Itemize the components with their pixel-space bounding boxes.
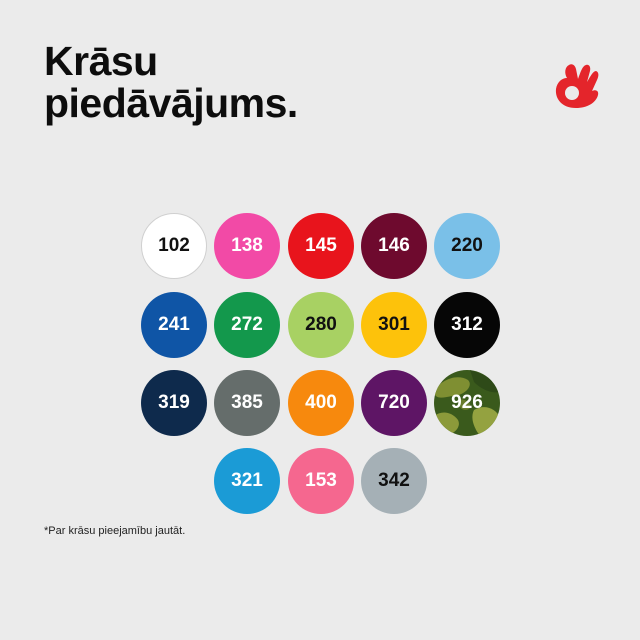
color-swatch-220: 220 bbox=[434, 213, 500, 279]
swatch-label: 153 bbox=[305, 470, 337, 491]
swatch-label: 280 bbox=[305, 314, 337, 335]
color-swatch-145: 145 bbox=[288, 213, 354, 279]
swatch-label: 301 bbox=[378, 314, 410, 335]
color-swatch-342: 342 bbox=[361, 448, 427, 514]
color-swatch-102: 102 bbox=[141, 213, 207, 279]
color-swatch-720: 720 bbox=[361, 370, 427, 436]
color-swatch-301: 301 bbox=[361, 292, 427, 358]
swatch-label: 241 bbox=[158, 314, 190, 335]
swatch-label: 400 bbox=[305, 392, 337, 413]
color-swatch-319: 319 bbox=[141, 370, 207, 436]
swatch-label: 220 bbox=[451, 235, 483, 256]
color-swatch-153: 153 bbox=[288, 448, 354, 514]
swatch-label: 321 bbox=[231, 470, 263, 491]
swatch-label: 272 bbox=[231, 314, 263, 335]
color-swatch-272: 272 bbox=[214, 292, 280, 358]
page-title: Krāsu piedāvājums. bbox=[44, 40, 298, 124]
swatch-label: 385 bbox=[231, 392, 263, 413]
swatch-label: 146 bbox=[378, 235, 410, 256]
camouflage-pattern bbox=[434, 370, 500, 436]
color-swatch-280: 280 bbox=[288, 292, 354, 358]
color-swatch-400: 400 bbox=[288, 370, 354, 436]
swatch-label: 145 bbox=[305, 235, 337, 256]
color-swatch-385: 385 bbox=[214, 370, 280, 436]
swatch-label: 102 bbox=[158, 235, 190, 256]
color-swatch-138: 138 bbox=[214, 213, 280, 279]
swatch-label: 138 bbox=[231, 235, 263, 256]
swatch-label: 319 bbox=[158, 392, 190, 413]
title-line-2: piedāvājums. bbox=[44, 80, 298, 126]
title-line-1: Krāsu bbox=[44, 38, 158, 84]
swatch-label: 720 bbox=[378, 392, 410, 413]
color-swatch-321: 321 bbox=[214, 448, 280, 514]
footnote: *Par krāsu pieejamību jautāt. bbox=[44, 525, 186, 537]
color-swatch-241: 241 bbox=[141, 292, 207, 358]
ok-hand-icon bbox=[555, 64, 599, 108]
swatch-label: 312 bbox=[451, 314, 483, 335]
color-swatch-926: 926 bbox=[434, 370, 500, 436]
swatch-label: 926 bbox=[451, 392, 483, 413]
color-swatch-312: 312 bbox=[434, 292, 500, 358]
swatch-label: 342 bbox=[378, 470, 410, 491]
color-swatch-146: 146 bbox=[361, 213, 427, 279]
